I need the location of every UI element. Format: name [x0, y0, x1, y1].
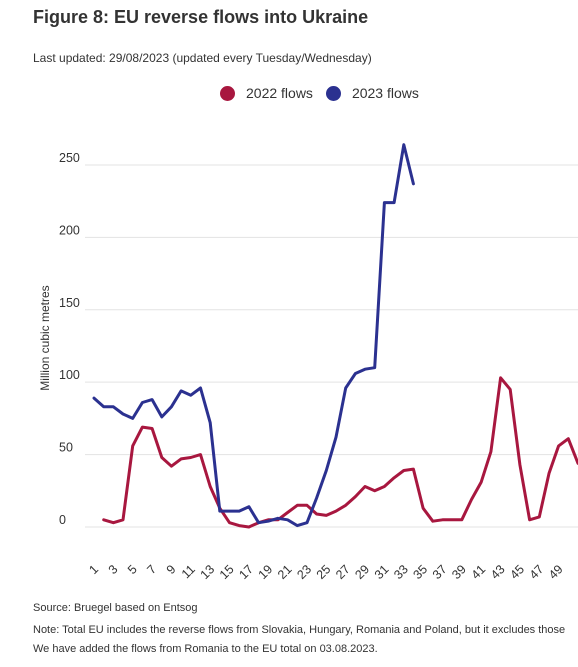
legend-item-2022: 2022 flows: [220, 85, 313, 101]
x-tick-label: 35: [410, 562, 430, 582]
series-lines: [92, 143, 578, 529]
x-tick-label: 41: [469, 562, 489, 582]
chart-subtitle: Last updated: 29/08/2023 (updated every …: [33, 51, 372, 65]
x-tick-label: 45: [507, 562, 527, 582]
y-axis-ticks: 0 50 100 150 200 250: [59, 151, 80, 527]
x-axis-ticks: 1 3 5 7 9 11 13 15 17 19 21 23 25 27 29 31 33 35 37 39 41 43 4…: [86, 562, 565, 582]
x-tick-label: 23: [294, 562, 314, 582]
legend: 2022 flows 2023 flows: [220, 85, 432, 101]
legend-label-2023: 2023 flows: [351, 85, 419, 101]
legend-label-2022: 2022 flows: [246, 85, 313, 101]
x-tick-label: 43: [488, 562, 508, 582]
x-tick-label: 5: [125, 562, 140, 577]
x-tick-label: 7: [144, 562, 159, 577]
x-tick-label: 37: [430, 562, 450, 582]
x-tick-label: 11: [179, 562, 198, 581]
series-line-1: [92, 143, 415, 528]
x-tick-label: 19: [256, 562, 276, 582]
x-tick-label: 25: [314, 562, 334, 582]
x-tick-label: 3: [106, 562, 121, 577]
y-tick-label: 150: [59, 296, 80, 310]
x-tick-label: 33: [391, 562, 411, 582]
series-line-0: [102, 376, 578, 529]
x-tick-label: 1: [86, 562, 101, 577]
legend-dot-2022: [220, 85, 235, 101]
y-tick-label: 50: [59, 441, 73, 455]
x-tick-label: 17: [236, 562, 256, 582]
legend-item-2023: 2023 flows: [325, 85, 419, 101]
legend-dot-2023: [325, 85, 341, 101]
y-tick-label: 100: [59, 368, 80, 382]
y-tick-label: 200: [59, 223, 80, 237]
x-tick-label: 39: [449, 562, 469, 582]
x-tick-label: 9: [164, 562, 179, 577]
note-line-2: We have added the flows from Romania to …: [33, 643, 378, 655]
note-line-1: Note: Total EU includes the reverse flow…: [33, 624, 566, 636]
y-axis-label: Million cubic metres: [38, 285, 52, 390]
source-note: Source: Bruegel based on Entsog: [33, 602, 198, 614]
x-tick-label: 15: [217, 562, 237, 582]
x-tick-label: 13: [198, 562, 218, 582]
y-tick-label: 0: [59, 513, 66, 527]
x-tick-label: 31: [372, 562, 392, 582]
chart-title: Figure 8: EU reverse flows into Ukraine: [33, 7, 369, 27]
x-tick-label: 27: [333, 562, 353, 582]
x-tick-label: 47: [527, 562, 547, 582]
y-tick-label: 250: [59, 151, 80, 165]
gridlines: [85, 164, 578, 528]
x-tick-label: 29: [352, 562, 372, 582]
x-tick-label: 21: [275, 562, 295, 582]
x-tick-label: 49: [546, 562, 566, 582]
